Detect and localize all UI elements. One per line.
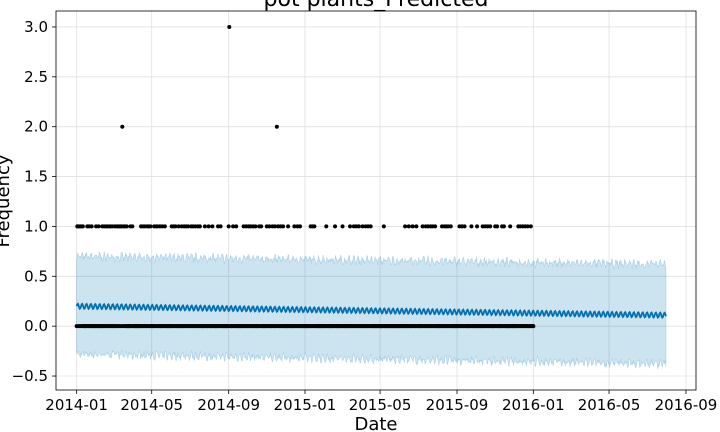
observed-point: [186, 224, 190, 229]
y-tick-label: 3.0: [24, 18, 48, 36]
y-axis-title: Frequency: [0, 154, 14, 247]
observed-point: [197, 224, 202, 229]
observed-point: [267, 224, 272, 229]
observed-point: [206, 224, 211, 229]
observed-point: [226, 224, 231, 229]
observed-point: [333, 224, 338, 229]
observed-point: [406, 224, 411, 229]
observed-point: [253, 224, 258, 229]
observed-point: [488, 224, 493, 229]
observed-point: [495, 224, 500, 229]
observed-point: [528, 224, 533, 229]
x-tick-label: 2014-05: [120, 396, 183, 414]
observed-point: [120, 124, 125, 129]
y-tick-label: 0.0: [24, 317, 48, 335]
observed-point: [96, 224, 101, 229]
y-tick-label: −0.5: [12, 367, 48, 385]
observed-point: [286, 224, 291, 229]
x-tick-label: 2015-01: [274, 396, 337, 414]
observed-point: [89, 224, 94, 229]
chart-title: pot plants_Predicted: [264, 0, 489, 12]
x-tick-label: 2014-09: [197, 396, 260, 414]
observed-point: [531, 324, 536, 329]
observed-point: [210, 224, 215, 229]
observed-point: [360, 224, 365, 229]
observed-point: [448, 224, 453, 229]
observed-point: [368, 224, 373, 229]
x-tick-label: 2016-05: [578, 396, 641, 414]
observed-point: [202, 224, 207, 229]
observed-point: [508, 224, 513, 229]
observed-point: [297, 224, 302, 229]
observed-point: [348, 224, 353, 229]
observed-point: [272, 224, 277, 229]
observed-point: [234, 224, 239, 229]
x-axis-title: Date: [354, 414, 397, 432]
x-tick-label: 2015-05: [349, 396, 412, 414]
observed-point: [176, 224, 181, 229]
observed-point: [420, 224, 425, 229]
observed-point: [124, 224, 129, 229]
plot-frame: [55, 10, 697, 391]
x-tick-label: 2015-09: [426, 396, 489, 414]
observed-point: [274, 124, 279, 129]
observed-point: [410, 224, 415, 229]
forecast-yhat-line: [75, 302, 667, 319]
observed-point: [148, 224, 153, 229]
observed-point: [281, 224, 286, 229]
y-tick-label: 1.5: [24, 168, 48, 186]
observed-point: [433, 224, 438, 229]
y-axis-ticks: −0.5 0.0 0.5 1.0 1.5 2.0 2.5 3.0: [12, 18, 56, 385]
observed-point: [231, 224, 236, 229]
observed-point: [227, 24, 232, 29]
y-tick-label: 0.5: [24, 267, 48, 285]
observed-point: [259, 224, 264, 229]
observed-point: [340, 224, 345, 229]
observed-point: [501, 224, 506, 229]
observed-point: [403, 224, 408, 229]
y-tick-label: 2.5: [24, 68, 48, 86]
forecast-line: [75, 302, 667, 319]
x-axis-ticks: 2014-01 2014-05 2014-09 2015-01 2015-05 2015-…: [45, 390, 717, 414]
x-tick-label: 2014-01: [45, 396, 108, 414]
observed-point: [312, 224, 317, 229]
observed-point: [173, 224, 178, 229]
observed-point: [525, 224, 530, 229]
x-tick-label: 2016-01: [502, 396, 565, 414]
observed-point: [475, 224, 480, 229]
y-tick-label: 1.0: [24, 217, 48, 235]
x-tick-label: 2016-09: [655, 396, 718, 414]
observed-point: [414, 224, 419, 229]
observed-point: [80, 224, 85, 229]
observed-point: [381, 224, 386, 229]
observed-point: [130, 224, 135, 229]
observed-point: [218, 224, 223, 229]
observed-point: [162, 224, 167, 229]
observed-points: [74, 24, 536, 329]
y-tick-label: 2.0: [24, 118, 48, 136]
observed-point: [356, 224, 361, 229]
observed-point: [462, 224, 467, 229]
observed-point: [292, 224, 297, 229]
observed-point: [469, 224, 474, 229]
observed-point: [324, 224, 329, 229]
